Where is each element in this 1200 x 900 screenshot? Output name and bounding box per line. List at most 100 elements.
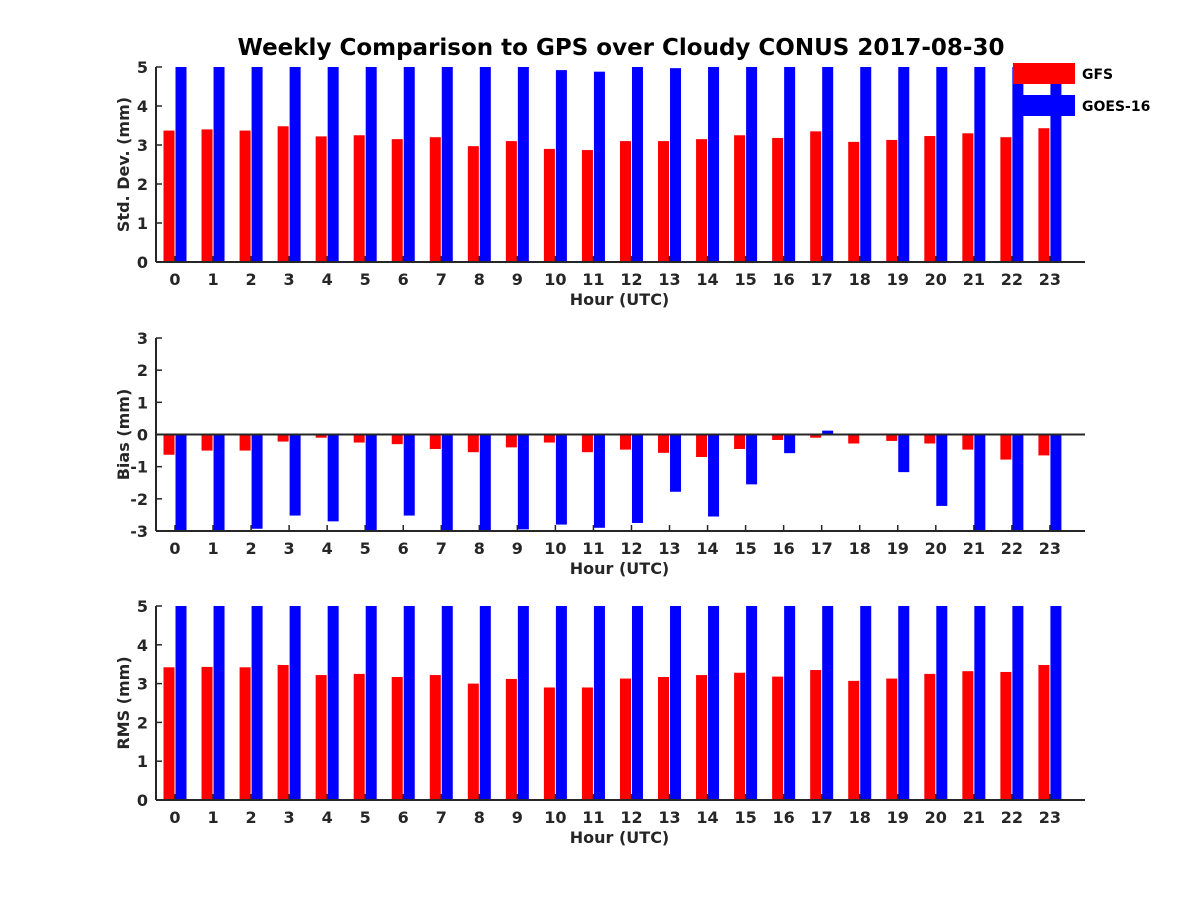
bar-gfs-hour-2 xyxy=(239,434,251,451)
legend-label-goes16: GOES-16 xyxy=(1082,99,1150,115)
bar-goes16-hour-19 xyxy=(898,606,910,800)
y-tick-label: 2 xyxy=(137,361,148,380)
bar-gfs-hour-16 xyxy=(772,137,784,262)
x-tick-label: 14 xyxy=(696,808,718,827)
bar-gfs-hour-14 xyxy=(696,139,708,262)
bar-goes16-hour-13 xyxy=(670,68,682,262)
bar-goes16-hour-6 xyxy=(403,434,415,516)
bar-gfs-hour-9 xyxy=(505,141,517,262)
bar-goes16-hour-14 xyxy=(708,434,720,517)
bar-goes16-hour-1 xyxy=(213,606,225,800)
x-tick-label: 1 xyxy=(207,808,218,827)
bar-gfs-hour-14 xyxy=(696,675,708,800)
bar-gfs-hour-7 xyxy=(429,137,441,262)
x-tick-label: 22 xyxy=(1001,270,1023,289)
y-tick-label: -2 xyxy=(130,490,148,509)
x-tick-label: 21 xyxy=(963,808,985,827)
y-tick-label: 0 xyxy=(137,253,148,272)
bar-goes16-hour-17 xyxy=(822,606,834,800)
bar-goes16-hour-20 xyxy=(936,434,948,506)
bar-gfs-hour-13 xyxy=(658,141,670,262)
bar-gfs-hour-2 xyxy=(239,130,251,262)
bar-gfs-hour-9 xyxy=(505,434,517,448)
legend-swatch-gfs xyxy=(1013,63,1075,84)
bar-goes16-hour-3 xyxy=(289,434,301,516)
bar-goes16-hour-14 xyxy=(708,606,720,800)
x-tick-label: 7 xyxy=(436,539,447,558)
y-tick-label: -1 xyxy=(130,458,148,477)
bar-gfs-hour-19 xyxy=(886,678,898,800)
bar-gfs-hour-8 xyxy=(467,146,479,262)
x-tick-label: 0 xyxy=(169,808,180,827)
bar-gfs-hour-19 xyxy=(886,139,898,262)
bar-goes16-hour-7 xyxy=(441,434,453,531)
bar-goes16-hour-2 xyxy=(251,67,263,262)
x-tick-label: 13 xyxy=(658,539,680,558)
x-tick-label: 11 xyxy=(582,539,604,558)
bar-goes16-hour-23 xyxy=(1050,67,1062,262)
x-tick-label: 1 xyxy=(207,270,218,289)
bar-goes16-hour-2 xyxy=(251,606,263,800)
x-tick-label: 23 xyxy=(1039,808,1061,827)
x-tick-label: 17 xyxy=(811,270,833,289)
bar-goes16-hour-19 xyxy=(898,67,910,262)
x-tick-label: 11 xyxy=(582,808,604,827)
bar-goes16-hour-10 xyxy=(555,434,567,525)
bar-goes16-hour-15 xyxy=(746,67,758,262)
bar-goes16-hour-21 xyxy=(974,434,986,531)
x-tick-label: 21 xyxy=(963,539,985,558)
bar-goes16-hour-12 xyxy=(631,606,643,800)
x-tick-label: 19 xyxy=(887,808,909,827)
x-tick-label: 5 xyxy=(360,539,371,558)
x-tick-label: 7 xyxy=(436,270,447,289)
bar-goes16-hour-16 xyxy=(784,67,796,262)
x-tick-label: 5 xyxy=(360,270,371,289)
bar-goes16-hour-23 xyxy=(1050,434,1062,531)
x-tick-label: 23 xyxy=(1039,539,1061,558)
bar-gfs-hour-17 xyxy=(810,670,822,800)
x-tick-label: 20 xyxy=(925,270,947,289)
x-tick-label: 15 xyxy=(734,539,756,558)
x-tick-label: 13 xyxy=(658,270,680,289)
bar-gfs-hour-3 xyxy=(277,126,289,262)
bar-gfs-hour-22 xyxy=(1000,137,1012,262)
x-tick-label: 10 xyxy=(544,270,566,289)
x-tick-label: 15 xyxy=(734,270,756,289)
bar-goes16-hour-19 xyxy=(898,434,910,473)
bar-goes16-hour-13 xyxy=(670,434,682,492)
bar-goes16-hour-12 xyxy=(631,434,643,523)
x-tick-label: 9 xyxy=(512,270,523,289)
y-tick-label: 0 xyxy=(137,426,148,445)
bar-gfs-hour-21 xyxy=(962,133,974,262)
x-tick-label: 16 xyxy=(773,808,795,827)
x-axis-label: Hour (UTC) xyxy=(570,290,670,309)
bar-goes16-hour-21 xyxy=(974,67,986,262)
bar-gfs-hour-2 xyxy=(239,667,251,800)
bar-gfs-hour-20 xyxy=(924,136,936,262)
x-tick-label: 8 xyxy=(474,270,485,289)
bar-gfs-hour-21 xyxy=(962,671,974,800)
y-tick-label: 5 xyxy=(137,58,148,77)
bar-gfs-hour-0 xyxy=(163,130,175,262)
bar-gfs-hour-18 xyxy=(848,141,860,262)
x-tick-label: 9 xyxy=(512,539,523,558)
x-tick-label: 0 xyxy=(169,539,180,558)
bar-gfs-hour-12 xyxy=(619,678,631,800)
bar-gfs-hour-5 xyxy=(353,434,365,443)
bar-gfs-hour-1 xyxy=(201,434,213,451)
x-tick-label: 3 xyxy=(284,808,295,827)
x-tick-label: 0 xyxy=(169,270,180,289)
bar-gfs-hour-7 xyxy=(429,675,441,800)
bar-gfs-hour-13 xyxy=(658,677,670,800)
legend-swatch-goes16 xyxy=(1013,95,1075,116)
y-axis-label: Std. Dev. (mm) xyxy=(114,97,133,232)
x-tick-label: 10 xyxy=(544,539,566,558)
bar-gfs-hour-0 xyxy=(163,434,175,455)
y-tick-label: 0 xyxy=(137,791,148,810)
bar-gfs-hour-10 xyxy=(543,687,555,800)
bar-goes16-hour-5 xyxy=(365,434,377,531)
bar-gfs-hour-12 xyxy=(619,141,631,262)
bar-gfs-hour-1 xyxy=(201,666,213,800)
y-axis-label: Bias (mm) xyxy=(114,389,133,481)
